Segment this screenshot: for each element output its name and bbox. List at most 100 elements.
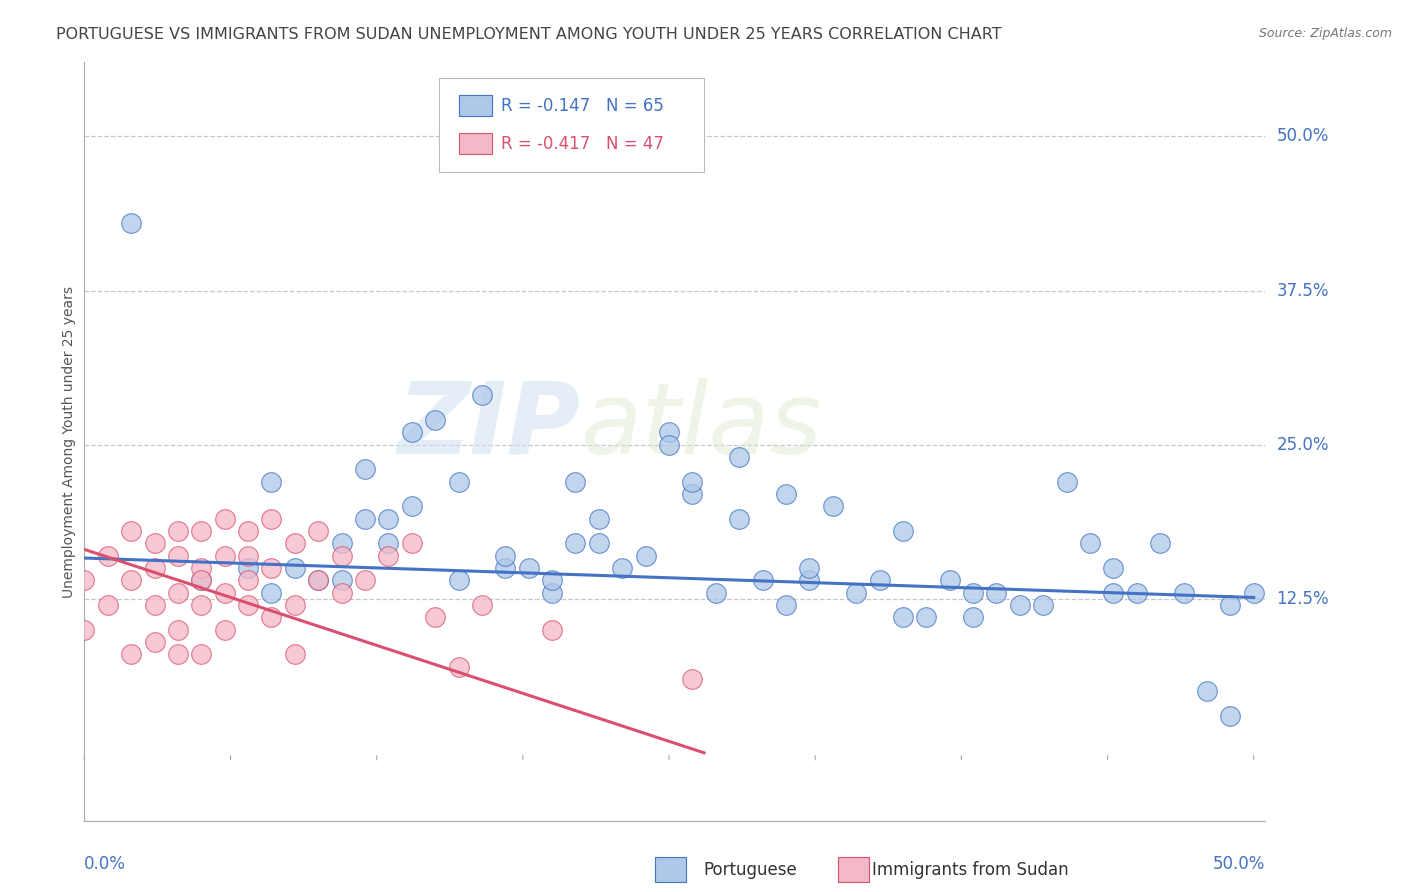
Text: 37.5%: 37.5% [1277,282,1329,300]
Point [517,561,540,575]
Point [167,524,190,538]
Point [471,388,494,402]
Text: R = -0.147   N = 65: R = -0.147 N = 65 [502,96,664,115]
Point [1219,709,1241,723]
Point [541,585,564,599]
Point [425,610,447,624]
Point [986,585,1008,599]
Point [284,598,307,612]
Point [891,610,914,624]
Point [167,585,190,599]
Point [330,536,353,550]
Text: 12.5%: 12.5% [1277,590,1329,607]
Point [377,549,399,563]
Text: Immigrants from Sudan: Immigrants from Sudan [872,861,1069,879]
Point [143,598,166,612]
Point [799,573,821,587]
Point [588,536,610,550]
Point [214,623,236,637]
Text: 25.0%: 25.0% [1277,435,1329,454]
Point [120,216,142,230]
Text: 50.0%: 50.0% [1277,128,1329,145]
Point [681,487,703,501]
Point [1173,585,1195,599]
Point [775,487,797,501]
Point [330,573,353,587]
Point [1195,684,1218,698]
Point [471,598,494,612]
Point [938,573,960,587]
Point [588,511,610,525]
Point [377,511,399,525]
Point [401,500,423,514]
Point [1032,598,1054,612]
Point [236,524,259,538]
Point [236,598,259,612]
Point [447,573,470,587]
Point [120,524,142,538]
Point [1219,598,1241,612]
Point [612,561,634,575]
Point [1243,585,1265,599]
Point [1126,585,1149,599]
Point [330,585,353,599]
Point [425,413,447,427]
Point [1102,561,1125,575]
Point [1008,598,1031,612]
Point [214,585,236,599]
Point [494,561,516,575]
Point [190,573,212,587]
Point [143,561,166,575]
FancyBboxPatch shape [458,133,492,154]
Point [541,623,564,637]
Y-axis label: Unemployment Among Youth under 25 years: Unemployment Among Youth under 25 years [62,285,76,598]
Point [260,511,283,525]
Point [120,647,142,661]
Point [541,573,564,587]
Point [1102,585,1125,599]
Point [284,647,307,661]
Point [915,610,938,624]
Point [704,585,727,599]
Point [190,647,212,661]
Point [97,598,120,612]
Point [728,450,751,464]
Point [190,561,212,575]
Point [751,573,773,587]
Point [962,610,984,624]
Point [190,598,212,612]
Point [307,524,329,538]
Point [681,475,703,489]
Text: 50.0%: 50.0% [1213,855,1265,873]
Point [799,561,821,575]
FancyBboxPatch shape [439,78,704,172]
Point [190,573,212,587]
Point [167,549,190,563]
Point [236,561,259,575]
Point [891,524,914,538]
Point [1078,536,1101,550]
Point [120,573,142,587]
Point [354,573,377,587]
Point [564,536,586,550]
Point [401,536,423,550]
Point [214,511,236,525]
Point [307,573,329,587]
Point [354,511,377,525]
Point [775,598,797,612]
Point [634,549,657,563]
Point [260,475,283,489]
Point [494,549,516,563]
Point [284,536,307,550]
Point [447,475,470,489]
Point [330,549,353,563]
Point [167,647,190,661]
Point [97,549,120,563]
Point [307,573,329,587]
Point [73,573,96,587]
Point [728,511,751,525]
Text: Source: ZipAtlas.com: Source: ZipAtlas.com [1258,27,1392,40]
Point [190,524,212,538]
Point [236,573,259,587]
Point [821,500,844,514]
